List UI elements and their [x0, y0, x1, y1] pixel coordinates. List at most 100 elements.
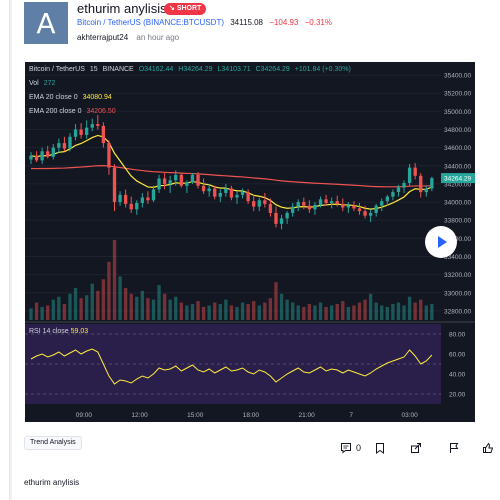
flag-icon [450, 443, 459, 453]
volume-bar [185, 305, 189, 320]
legend-close: C34264.29 [255, 66, 290, 73]
price-tick-label: 34200.00 [444, 181, 471, 188]
comments-button[interactable]: 0 [340, 440, 361, 456]
candle-body [168, 180, 172, 184]
author-line: akhterrajput24 an hour ago [77, 33, 179, 42]
price-tick-label: 33800.00 [444, 218, 471, 225]
volume-bar [90, 283, 94, 320]
volume-bar [368, 293, 373, 320]
chart-panel[interactable]: 35400.00 35200.00 35000.00 34800.00 34600.00… [25, 62, 475, 422]
legend-vol-value: 272 [43, 80, 56, 87]
volume-bar [341, 301, 345, 320]
candle-body [179, 174, 183, 186]
volume-bar [34, 302, 39, 320]
rsi-tick-label: 80.00 [449, 332, 466, 339]
left-sidebar [0, 0, 10, 500]
volume-bar [402, 305, 406, 320]
like-button[interactable] [482, 440, 494, 456]
candle-body [346, 205, 351, 208]
candle-body [224, 188, 228, 193]
volume-bar [151, 299, 156, 320]
candle-body [101, 125, 106, 144]
rsi-tick-label: 20.00 [449, 392, 466, 399]
candle-body [213, 188, 217, 197]
price-tick-label: 33000.00 [444, 290, 471, 297]
volume-bar [57, 296, 61, 320]
idea-title[interactable]: ethurim anylisis [77, 1, 167, 16]
candle-body [324, 199, 328, 203]
posted-time: an hour ago [136, 33, 180, 42]
legend-low: L34103.71 [217, 66, 251, 73]
play-button[interactable] [425, 226, 457, 258]
candle-body [257, 200, 261, 207]
volume-bar [380, 305, 384, 320]
price-tick-label: 35000.00 [444, 109, 471, 116]
last-price-label: 34264.29 [444, 176, 471, 183]
comments-count: 0 [356, 443, 362, 453]
boost-button[interactable] [374, 440, 386, 456]
legend-ema200: EMA 200 close 0 34206.50 [29, 108, 116, 115]
rsi-tick-label: 40.00 [449, 372, 466, 379]
last-price-tag [441, 173, 475, 184]
volume-bar [135, 296, 139, 320]
candle-body [201, 185, 206, 192]
volume-bar [352, 305, 356, 320]
candle-body [79, 129, 83, 135]
candle-body [118, 194, 122, 203]
volume-bar [257, 305, 261, 320]
author-name[interactable]: akhterrajput24 [77, 33, 129, 42]
author-avatar[interactable]: A [24, 2, 68, 44]
legend-rsi-label: RSI 14 close [29, 328, 69, 335]
volume-bar [424, 305, 428, 320]
volume-bar [207, 305, 211, 320]
report-button[interactable] [448, 440, 460, 456]
candle-body [368, 212, 373, 216]
volume-bar [174, 296, 178, 320]
price-tick-label: 34600.00 [444, 145, 471, 152]
volume-bar [307, 304, 312, 320]
price-tick-label: 35400.00 [444, 73, 471, 80]
volume-bar [140, 290, 145, 320]
volume-bar [46, 305, 50, 320]
volume-bar [29, 308, 33, 320]
legend-exchange: BINANCE [102, 66, 134, 73]
volume-bar [302, 306, 306, 320]
candle-body [318, 199, 323, 205]
candle-body [385, 196, 389, 202]
volume-bar [40, 306, 44, 320]
legend-vol-label: Vol [29, 80, 39, 87]
volume-bar [201, 306, 206, 320]
comment-icon [341, 443, 351, 454]
candle-body [341, 203, 345, 208]
volume-bar [224, 299, 228, 320]
short-badge: ↘ SHORT [164, 3, 207, 15]
candle-body [229, 188, 234, 198]
bookmark-icon [376, 443, 384, 454]
volume-bar [296, 305, 300, 320]
candle-body [391, 192, 395, 197]
candle-body [279, 218, 284, 224]
legend-ema20-label: EMA 20 close 0 [29, 94, 78, 101]
symbol-link[interactable]: Bitcoin / TetherUS (BINANCE:BTCUSDT) [77, 18, 224, 27]
candle-body [419, 175, 423, 193]
share-button[interactable] [410, 440, 422, 456]
candle-body [62, 143, 67, 149]
candle-body [40, 151, 44, 161]
legend-rsi-value: 59.03 [70, 328, 89, 335]
volume-bar [196, 301, 200, 320]
volume-bar [162, 293, 167, 320]
idea-description: ethurim anylisis [24, 478, 80, 487]
candle-body [285, 212, 289, 219]
tag-trend-analysis[interactable]: Trend Analysis [24, 436, 82, 450]
candle-body [185, 182, 189, 186]
volume-bar [396, 302, 401, 320]
volume-bar [62, 304, 67, 320]
candle-body [307, 205, 312, 210]
legend-interval: 15 [89, 66, 98, 73]
candle-body [112, 167, 117, 203]
legend-ema20: EMA 20 close 0 34080.94 [29, 94, 112, 101]
chart-canvas[interactable]: 35400.00 35200.00 35000.00 34800.00 34600.00… [25, 62, 475, 422]
volume-bar [118, 276, 122, 320]
volume-bar [129, 293, 133, 320]
volume-bar [112, 240, 117, 320]
